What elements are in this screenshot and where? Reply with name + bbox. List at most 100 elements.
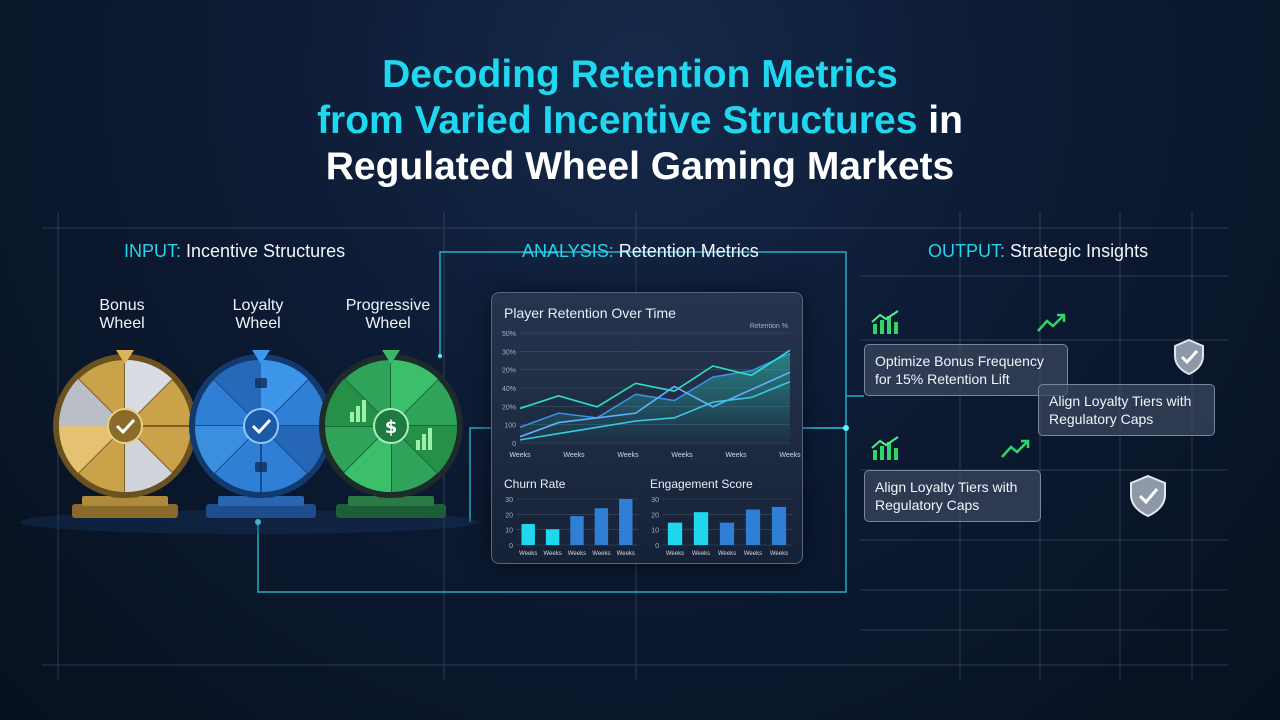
churn-chart-title: Churn Rate (504, 477, 566, 491)
engagement-bar (693, 512, 709, 545)
churn-ytick-label: 20 (505, 512, 513, 519)
growth-bars-icon (871, 436, 899, 460)
loyalty-wheel-pointer-icon (252, 350, 270, 364)
section-analysis-key: ANALYSIS: (522, 241, 614, 261)
title-line-3: Regulated Wheel Gaming Markets (325, 145, 955, 188)
churn-ytick-label: 30 (505, 497, 513, 504)
title-line-2: from Varied Incentive Structures in (0, 98, 1280, 144)
shield-check-icon (1174, 338, 1204, 376)
engagement-bar (719, 522, 735, 545)
retention-line-chart: 50% 30% 20% 40% 20% 100 0 Weeks Weeks Weeks Weeks W… (502, 331, 801, 459)
insight-card-bonus-frequency[interactable]: Optimize Bonus Frequency for 15% Retenti… (864, 344, 1068, 396)
retention-series-line (519, 352, 791, 429)
retention-ytick-label: 20% (502, 404, 516, 411)
churn-xtick-label: Weeks (519, 551, 537, 557)
retention-xtick-label: Weeks (617, 452, 639, 459)
loyalty-wheel[interactable] (186, 344, 336, 524)
page-title: Decoding Retention Metrics from Varied I… (0, 52, 1280, 190)
retention-series-line (519, 349, 791, 410)
retention-xtick-label: Weeks (563, 452, 585, 459)
engagement-bar (771, 506, 787, 545)
churn-ytick-label: 0 (509, 543, 513, 550)
churn-xtick-label: Weeks (617, 551, 635, 557)
progressive-wheel-label-line-1: Progressive (345, 297, 431, 314)
engagement-ytick-label: 20 (651, 512, 659, 519)
progressive-wheel-label-line-2: Wheel (365, 315, 411, 332)
retention-xtick-label: Weeks (725, 452, 747, 459)
retention-ytick-label: 20% (502, 368, 516, 375)
progressive-wheel-label: Progressive Wheel (328, 297, 448, 333)
insight-card-loyalty-tiers[interactable]: Align Loyalty Tiers with Regulatory Caps (1038, 384, 1215, 436)
bonus-wheel-pointer-icon (116, 350, 134, 364)
section-output-key: OUTPUT: (928, 241, 1006, 261)
section-input: INPUT: Incentive Structures (124, 241, 345, 262)
engagement-chart-title: Engagement Score (650, 477, 753, 491)
engagement-xtick-label: Weeks (770, 551, 788, 557)
insight-card-line-2: for 15% Retention Lift (875, 371, 1010, 387)
churn-bar-chart: 30 20 10 0 Weeks Weeks Weeks Weeks Weeks (505, 497, 638, 557)
engagement-ytick-label: 0 (655, 543, 659, 550)
engagement-ytick-label: 30 (651, 497, 659, 504)
churn-ytick-label: 10 (505, 528, 513, 535)
title-line-2-highlight: from Varied Incentive Structures (317, 99, 918, 142)
engagement-xtick-label: Weeks (692, 551, 710, 557)
churn-bar (521, 523, 535, 545)
loyalty-wheel-label-line-2: Wheel (235, 315, 281, 332)
insight-card-line-2: Regulatory Caps (1049, 411, 1154, 427)
loyalty-wheel-label: Loyalty Wheel (198, 297, 318, 333)
growth-bars-icon (871, 310, 899, 334)
engagement-bar (667, 522, 683, 545)
retention-chart-legend: Retention % (749, 323, 788, 330)
bonus-wheel-label-line-1: Bonus (99, 297, 145, 314)
insight-card-loyalty-tiers-2[interactable]: Align Loyalty Tiers with Regulatory Caps (864, 470, 1041, 522)
retention-ytick-label: 40% (502, 386, 516, 393)
title-line-2-rest: in (917, 99, 963, 142)
bonus-wheel-label-line-2: Wheel (99, 315, 145, 332)
churn-xtick-label: Weeks (592, 551, 610, 557)
retention-xtick-label: Weeks (671, 452, 693, 459)
section-analysis: ANALYSIS: Retention Metrics (522, 241, 759, 262)
retention-ytick-label: 30% (502, 349, 516, 356)
engagement-xtick-label: Weeks (718, 551, 736, 557)
retention-ytick-label: 100 (504, 423, 516, 430)
retention-ytick-label: 0 (512, 441, 516, 448)
section-analysis-label: Retention Metrics (613, 241, 759, 261)
trend-up-icon (1037, 313, 1066, 332)
churn-bar (594, 508, 609, 545)
retention-chart-title: Player Retention Over Time (504, 305, 676, 321)
engagement-xtick-label: Weeks (666, 551, 684, 557)
bonus-wheel[interactable] (50, 344, 200, 524)
section-output-label: Strategic Insights (1005, 241, 1149, 261)
loyalty-wheel-label-line-1: Loyalty (232, 297, 284, 314)
churn-bar (545, 529, 560, 545)
progressive-wheel[interactable]: $ (316, 344, 466, 524)
progressive-wheel-pointer-icon (382, 350, 400, 364)
shield-check-icon (1130, 474, 1166, 518)
section-input-label: Incentive Structures (181, 241, 346, 261)
engagement-bar-chart: 30 20 10 0 Weeks Weeks Weeks Weeks Weeks (651, 497, 792, 557)
engagement-xtick-label: Weeks (744, 551, 762, 557)
churn-bar (570, 516, 584, 545)
engagement-ytick-label: 10 (651, 528, 659, 535)
trend-up-icon (1001, 439, 1030, 458)
section-output: OUTPUT: Strategic Insights (928, 241, 1148, 262)
insight-card-line-2: Regulatory Caps (875, 497, 980, 513)
retention-xtick-label: Weeks (779, 452, 801, 459)
insight-card-line-1: Optimize Bonus Frequency (875, 353, 1044, 369)
churn-xtick-label: Weeks (568, 551, 586, 557)
retention-dashboard-panel: Player Retention Over Time Retention % 5… (491, 292, 803, 564)
retention-ytick-label: 50% (502, 331, 516, 338)
retention-xtick-label: Weeks (509, 452, 531, 459)
engagement-bar (745, 509, 761, 545)
retention-series-line (519, 371, 791, 438)
title-line-1: Decoding Retention Metrics (382, 53, 898, 96)
insight-card-line-1: Align Loyalty Tiers with (875, 479, 1018, 495)
insight-card-line-1: Align Loyalty Tiers with (1049, 393, 1192, 409)
retention-series-line (519, 380, 791, 441)
bonus-wheel-label: Bonus Wheel (62, 297, 182, 333)
churn-xtick-label: Weeks (543, 551, 561, 557)
svg-text:$: $ (385, 417, 398, 438)
churn-bar (619, 499, 633, 545)
section-input-key: INPUT: (124, 241, 182, 261)
